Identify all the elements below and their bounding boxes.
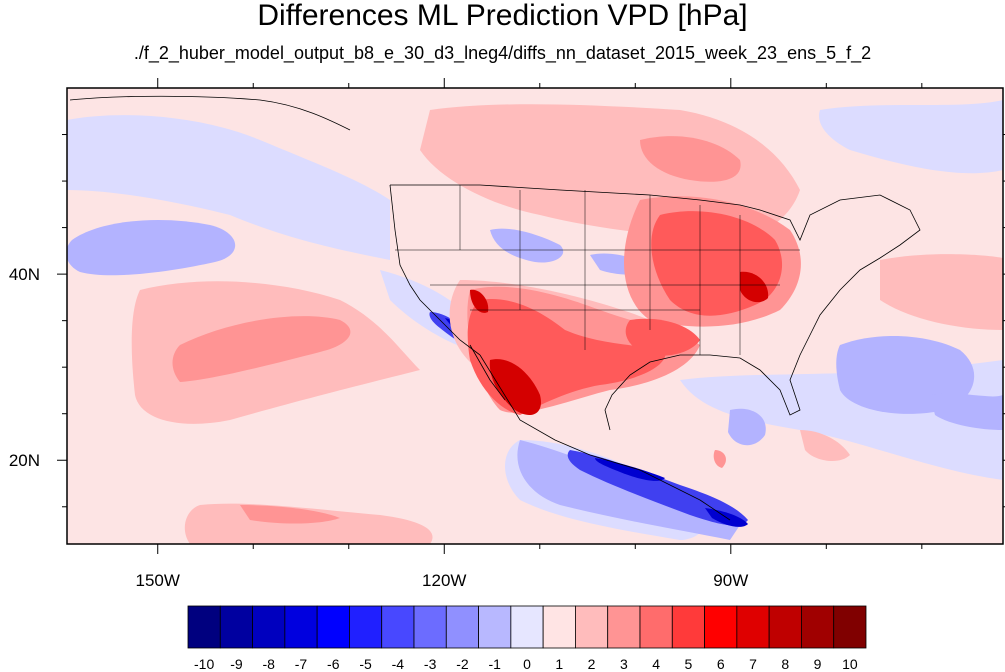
x-tick-label: 150W [136, 571, 180, 590]
y-tick-label: 40N [9, 265, 40, 284]
colorbar-label: -9 [230, 656, 243, 672]
colorbar-swatch [284, 605, 318, 649]
coastlines [69, 95, 921, 521]
x-tick-label: 120W [422, 571, 466, 590]
colorbar-label: -3 [424, 656, 437, 672]
colorbar-swatch [510, 605, 544, 649]
figure-title: Differences ML Prediction VPD [hPa] [257, 0, 748, 32]
colorbar-swatch [349, 605, 383, 649]
colorbar-swatch [187, 605, 221, 649]
axis-ticks [57, 78, 1005, 554]
plot-frame [66, 87, 1004, 545]
colorbar-label: 3 [620, 656, 628, 672]
y-axis-labels: 40N 20N [9, 265, 40, 470]
colorbar-label: 7 [749, 656, 757, 672]
colorbar-swatch [252, 605, 286, 649]
colorbar-label: -7 [295, 656, 308, 672]
y-tick-label: 20N [9, 451, 40, 470]
colorbar-swatch [445, 605, 479, 649]
colorbar-swatch [607, 605, 641, 649]
colorbar-label: 1 [555, 656, 563, 672]
x-axis-labels: 150W 120W 90W [136, 571, 749, 590]
colorbar-label: 0 [523, 656, 531, 672]
colorbar-label: -2 [456, 656, 469, 672]
darkest-red-regions [470, 271, 769, 415]
colorbar-swatch [768, 605, 802, 649]
colorbar-label: 4 [652, 656, 660, 672]
colorbar-label: 10 [842, 656, 858, 672]
colorbar-swatch [801, 605, 835, 649]
colorbar-label: -4 [392, 656, 405, 672]
colorbar-label: 6 [717, 656, 725, 672]
colorbar-label: 8 [781, 656, 789, 672]
colorbar-swatch [639, 605, 673, 649]
colorbar-label: 5 [685, 656, 693, 672]
figure-subtitle: ./f_2_huber_model_output_b8_e_30_d3_lneg… [133, 43, 872, 63]
colorbar-label: -8 [262, 656, 275, 672]
colorbar-label: -10 [194, 656, 214, 672]
colorbar-swatch [413, 605, 447, 649]
colorbar-swatch [542, 605, 576, 649]
colorbar-label: 9 [814, 656, 822, 672]
blue-regions [67, 220, 1003, 540]
colorbar-label: -6 [327, 656, 340, 672]
state-borders [395, 185, 800, 355]
colorbar-swatch [478, 605, 512, 649]
colorbar-label: -5 [359, 656, 372, 672]
colorbar-swatch [833, 605, 867, 649]
colorbar-swatch [219, 605, 253, 649]
colorbar-swatch [575, 605, 609, 649]
colorbar-swatch [704, 605, 738, 649]
colorbar-swatch [381, 605, 415, 649]
colorbar-label: 2 [588, 656, 596, 672]
map-field [67, 88, 1003, 544]
colorbar-swatch [736, 605, 770, 649]
colorbar-swatch [316, 605, 350, 649]
colorbar-label: -1 [488, 656, 501, 672]
colorbar-swatch [671, 605, 705, 649]
x-tick-label: 90W [713, 571, 748, 590]
colorbar: -10 -9 -8 -7 -6 -5 -4 -3 -2 -1 0 1 2 3 4 5 6 7 8 9 10 [187, 605, 867, 672]
